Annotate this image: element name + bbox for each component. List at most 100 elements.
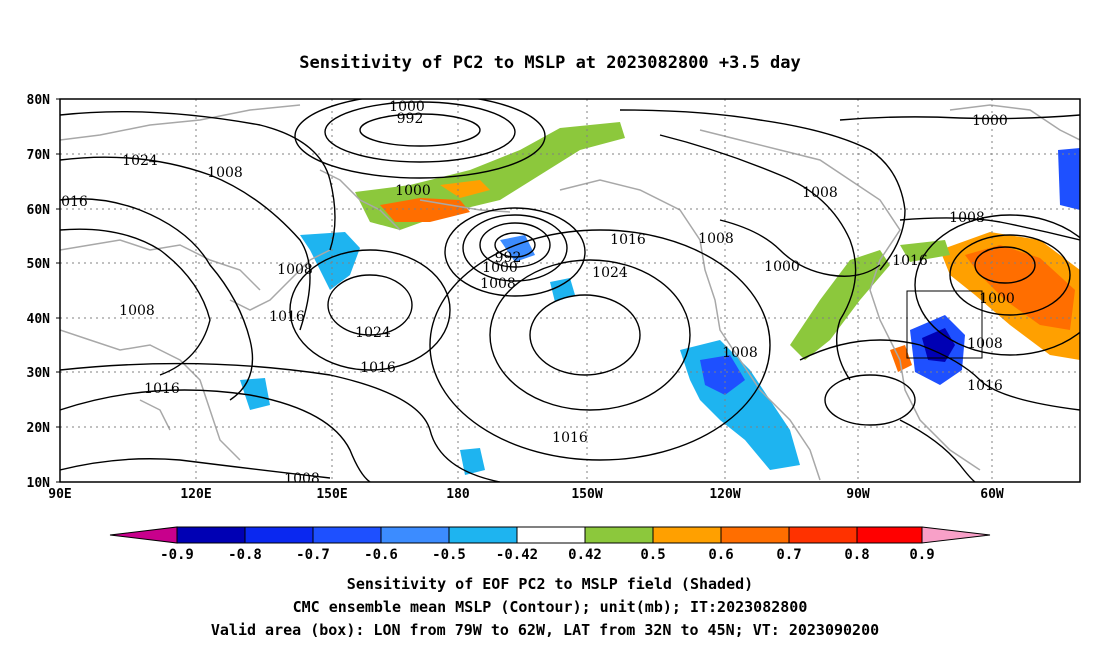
contour-line <box>659 134 857 381</box>
contour-line <box>60 389 371 482</box>
contour-label: 1024 <box>122 153 158 169</box>
contour-line <box>799 339 1080 411</box>
lat-tick-label: 20N <box>27 421 51 436</box>
contour-ring <box>489 259 691 411</box>
colorbar-label: -0.5 <box>432 547 466 563</box>
contour-labels: 1000 992 1024 1008 1000 1008 1016 1016 1… <box>52 99 1015 487</box>
colorbar-cell <box>109 526 178 544</box>
positive-shading-north-pacific-orange <box>440 180 490 198</box>
contour-label: 1008 <box>480 276 516 292</box>
colorbar-cell <box>921 526 991 544</box>
map-border <box>59 98 1081 483</box>
colorbar-cell <box>856 526 923 544</box>
contour-label: 1000 <box>395 183 431 199</box>
coastlines <box>60 104 1080 481</box>
colorbar-label: -0.9 <box>160 547 194 563</box>
contour-ring <box>949 234 1071 316</box>
lon-tick-label: 90E <box>48 487 71 502</box>
contour-label: 1016 <box>144 381 180 397</box>
caption-line-1: Sensitivity of EOF PC2 to MSLP field (Sh… <box>347 575 753 593</box>
contour-line <box>60 228 211 376</box>
lat-tick-label: 10N <box>27 476 51 491</box>
colorbar-cell <box>176 526 246 544</box>
contour-ring <box>444 207 586 297</box>
colorbar-cell <box>244 526 314 544</box>
contour-label: 1008 <box>949 210 985 226</box>
contour-ring <box>479 222 551 268</box>
contour-line <box>60 110 336 251</box>
lat-tick-label: 40N <box>27 312 51 327</box>
colorbar-label: 0.8 <box>844 547 869 563</box>
colorbar-cell <box>584 526 654 544</box>
lon-tick-label: 60W <box>980 487 1004 502</box>
lat-tick-label: 60N <box>27 203 51 218</box>
lon-tick-label: 150E <box>316 487 347 502</box>
caption-line-2: CMC ensemble mean MSLP (Contour); unit(m… <box>293 598 808 616</box>
contour-label: 1016 <box>610 232 646 248</box>
contour-label: 1008 <box>802 185 838 201</box>
coastline-asia <box>60 104 331 461</box>
colorbar-cell <box>312 526 382 544</box>
valid-area-box <box>906 290 983 359</box>
contour-label: 1016 <box>552 430 588 446</box>
colorbar: -0.9 -0.8 -0.7 -0.6 -0.5 -0.42 0.42 0.5 … <box>109 526 991 563</box>
colorbar-cell <box>516 526 586 544</box>
colorbar-label: 0.42 <box>568 547 602 563</box>
contour-label: 1000 <box>482 260 518 276</box>
negative-shading-tropics <box>460 448 485 475</box>
positive-shading-atlantic-green <box>900 240 950 262</box>
contour-line <box>899 419 976 482</box>
contour-ring <box>462 214 568 282</box>
colorbar-label: 0.6 <box>708 547 733 563</box>
contour-label: 1008 <box>207 165 243 181</box>
lon-tick-label: 180 <box>446 487 470 502</box>
mslp-contours <box>60 99 1080 482</box>
contour-label: 992 <box>397 111 424 127</box>
lat-tick-label: 80N <box>27 93 51 108</box>
contour-label: 1016 <box>52 194 88 210</box>
contour-ring <box>824 374 916 426</box>
colorbar-cell <box>788 526 858 544</box>
contour-label: 1008 <box>284 471 320 487</box>
contour-label: 1000 <box>764 259 800 275</box>
coastline-alaska <box>559 179 821 481</box>
colorbar-label: -0.6 <box>364 547 398 563</box>
coastline-north-america <box>699 129 981 471</box>
colorbar-cell <box>448 526 518 544</box>
contour-ring <box>289 249 451 371</box>
contour-line <box>60 458 331 479</box>
contour-line <box>60 362 501 482</box>
negative-shading-west-pacific <box>300 232 360 290</box>
negative-shading-far-east <box>1058 148 1080 210</box>
contour-label: 1008 <box>698 231 734 247</box>
contour-line <box>60 198 254 401</box>
contour-ring <box>914 214 1080 356</box>
contour-label: 1000 <box>389 99 425 115</box>
contour-label: 1008 <box>277 262 313 278</box>
lon-tick-label: 90W <box>846 487 870 502</box>
colorbar-cell <box>652 526 722 544</box>
colorbar-cell <box>720 526 790 544</box>
contour-ring <box>359 113 481 147</box>
map-title: Sensitivity of PC2 to MSLP at 2023082800… <box>299 53 801 73</box>
colorbar-label: 0.7 <box>776 547 801 563</box>
colorbar-cell <box>380 526 450 544</box>
contour-label: 1016 <box>892 253 928 269</box>
caption-line-3: Valid area (box): LON from 79W to 62W, L… <box>211 621 879 639</box>
latitude-axis: 80N 70N 60N 50N 40N 30N 20N 10N <box>27 93 60 491</box>
positive-shading-atlantic-core <box>965 245 1075 330</box>
coastline-greenland <box>949 104 1080 141</box>
longitude-axis: 90E 120E 150E 180 150W 120W 90W 60W <box>48 487 1004 502</box>
contour-label: 1016 <box>269 309 305 325</box>
contour-line <box>60 156 311 331</box>
lon-tick-label: 150W <box>571 487 602 502</box>
coastline-islands <box>139 199 511 431</box>
contour-label: 1016 <box>360 360 396 376</box>
contour-ring <box>529 294 641 376</box>
positive-shading-north-america <box>790 250 890 360</box>
colorbar-label: -0.42 <box>496 547 538 563</box>
contour-label: 1016 <box>967 378 1003 394</box>
contour-line <box>719 219 881 277</box>
contour-label: 1008 <box>967 336 1003 352</box>
contour-label: 1008 <box>119 303 155 319</box>
